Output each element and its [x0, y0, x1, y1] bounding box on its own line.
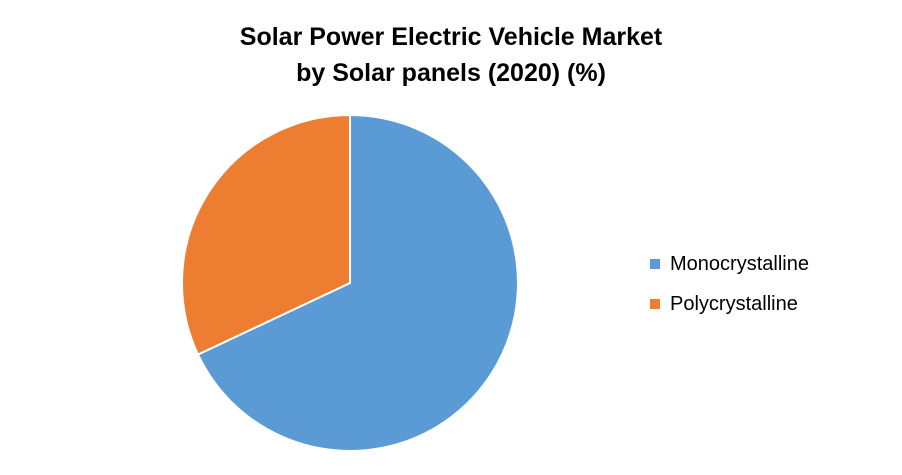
chart-title-line-1: Solar Power Electric Vehicle Market — [239, 23, 663, 51]
chart-title-line-2: by Solar panels (2020) (%) — [296, 59, 606, 87]
pie-slice-polycrystalline — [181, 113, 351, 356]
legend-swatch-polycrystalline — [650, 299, 660, 309]
legend-swatch-monocrystalline — [650, 259, 660, 269]
legend-label-polycrystalline: Polycrystalline — [670, 292, 798, 315]
legend: Monocrystalline Polycrystalline — [650, 244, 809, 324]
pie-slice-monocrystalline — [196, 113, 519, 452]
legend-item-monocrystalline: Monocrystalline — [650, 244, 809, 284]
legend-item-polycrystalline: Polycrystalline — [650, 284, 809, 324]
legend-label-monocrystalline: Monocrystalline — [670, 252, 809, 275]
